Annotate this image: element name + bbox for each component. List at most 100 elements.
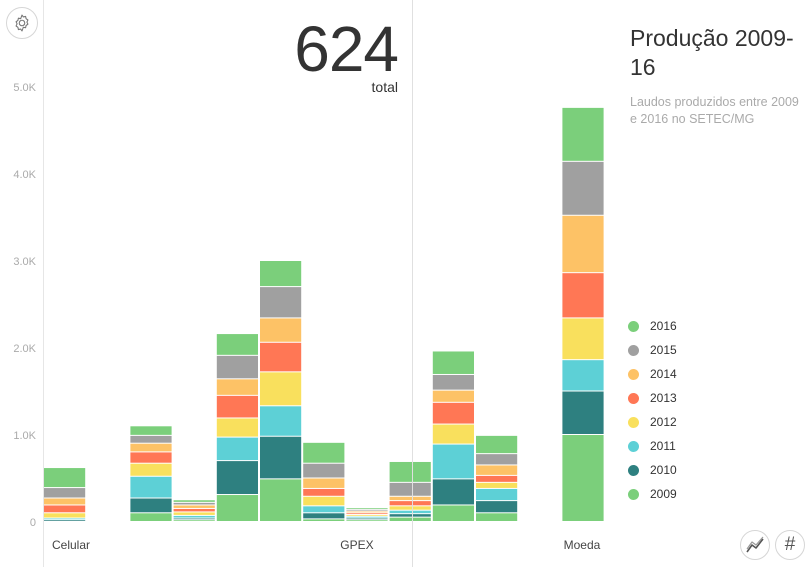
- bar-9-2012[interactable]: [476, 482, 518, 488]
- bar-7-2009[interactable]: [389, 517, 431, 521]
- bar-1-2016[interactable]: [130, 426, 172, 435]
- bar-1-2011[interactable]: [130, 476, 172, 498]
- legend-item-2011[interactable]: 2011: [628, 434, 677, 458]
- bar-3-2009[interactable]: [216, 495, 258, 521]
- bar-3-2012[interactable]: [216, 418, 258, 437]
- bar-2-2010[interactable]: [173, 518, 215, 520]
- legend-item-2015[interactable]: 2015: [628, 338, 677, 362]
- bar-2-2014[interactable]: [173, 505, 215, 508]
- bar-0-2015[interactable]: [44, 488, 86, 498]
- bar-3-2015[interactable]: [216, 355, 258, 379]
- bar-5-2010[interactable]: [303, 513, 345, 519]
- bar-9-2015[interactable]: [476, 454, 518, 465]
- bar-1-2012[interactable]: [130, 463, 172, 476]
- bar-0-2010[interactable]: [44, 520, 86, 521]
- bar-3-2010[interactable]: [216, 461, 258, 495]
- bar-0-2013[interactable]: [44, 505, 86, 513]
- legend-item-2016[interactable]: 2016: [628, 314, 677, 338]
- bar-6-2016[interactable]: [346, 508, 388, 509]
- bar-7-2013[interactable]: [389, 501, 431, 506]
- bar-3-2014[interactable]: [216, 379, 258, 395]
- bar-2-2009[interactable]: [173, 520, 215, 521]
- bar-3-2013[interactable]: [216, 395, 258, 418]
- bar-3-2016[interactable]: [216, 334, 258, 355]
- bar-2-2013[interactable]: [173, 508, 215, 512]
- bar-8-2012[interactable]: [432, 424, 474, 444]
- bar-8-2013[interactable]: [432, 402, 474, 424]
- bar-8-2014[interactable]: [432, 390, 474, 402]
- bar-9-2011[interactable]: [476, 488, 518, 501]
- bar-10-2015[interactable]: [562, 161, 604, 215]
- bar-1-2015[interactable]: [130, 435, 172, 443]
- legend-item-2014[interactable]: 2014: [628, 362, 677, 386]
- bar-0-2016[interactable]: [44, 468, 86, 488]
- bar-4-2014[interactable]: [260, 318, 302, 342]
- legend-item-2009[interactable]: 2009: [628, 482, 677, 506]
- bar-4-2011[interactable]: [260, 406, 302, 436]
- bar-10-2011[interactable]: [562, 360, 604, 391]
- bar-8-2009[interactable]: [432, 505, 474, 521]
- bar-0-2011[interactable]: [44, 518, 86, 520]
- bar-10-2012[interactable]: [562, 318, 604, 360]
- bar-1-2009[interactable]: [130, 513, 172, 521]
- bar-4-2010[interactable]: [260, 436, 302, 479]
- bar-1-2014[interactable]: [130, 443, 172, 452]
- bar-8-2010[interactable]: [432, 479, 474, 505]
- bar-7-2011[interactable]: [389, 510, 431, 514]
- bar-1-2010[interactable]: [130, 498, 172, 513]
- bar-0-2014[interactable]: [44, 498, 86, 505]
- bar-2-2011[interactable]: [173, 515, 215, 518]
- bar-5-2009[interactable]: [303, 519, 345, 521]
- bars: [44, 107, 604, 521]
- bar-4-2009[interactable]: [260, 479, 302, 521]
- bar-10-2016[interactable]: [562, 107, 604, 161]
- bar-4-2015[interactable]: [260, 287, 302, 318]
- legend-item-2013[interactable]: 2013: [628, 386, 677, 410]
- bar-9-2013[interactable]: [476, 475, 518, 482]
- line-chart-toggle-button[interactable]: [740, 530, 770, 560]
- bar-6-2010[interactable]: [346, 518, 388, 520]
- bar-1-2013[interactable]: [130, 452, 172, 463]
- bar-6-2013[interactable]: [346, 513, 388, 515]
- bar-6-2009[interactable]: [346, 520, 388, 521]
- bar-7-2015[interactable]: [389, 482, 431, 496]
- bar-6-2011[interactable]: [346, 516, 388, 518]
- bar-9-2009[interactable]: [476, 513, 518, 521]
- bar-10-2009[interactable]: [562, 435, 604, 521]
- bar-6-2014[interactable]: [346, 511, 388, 513]
- bar-4-2012[interactable]: [260, 372, 302, 406]
- bar-5-2016[interactable]: [303, 442, 345, 463]
- bar-2-2016[interactable]: [173, 500, 215, 502]
- bar-7-2016[interactable]: [389, 461, 431, 482]
- settings-button[interactable]: [6, 7, 38, 39]
- bar-5-2012[interactable]: [303, 496, 345, 506]
- number-format-button[interactable]: #: [775, 530, 805, 560]
- bar-5-2011[interactable]: [303, 506, 345, 513]
- chart-subtitle: Laudos produzidos entre 2009 e 2016 no S…: [630, 95, 799, 126]
- bar-9-2014[interactable]: [476, 465, 518, 475]
- bar-9-2016[interactable]: [476, 435, 518, 454]
- bar-6-2015[interactable]: [346, 509, 388, 511]
- bar-10-2010[interactable]: [562, 391, 604, 435]
- bar-8-2015[interactable]: [432, 374, 474, 390]
- bar-7-2012[interactable]: [389, 506, 431, 510]
- bar-5-2015[interactable]: [303, 463, 345, 478]
- bar-10-2014[interactable]: [562, 215, 604, 273]
- legend-item-2012[interactable]: 2012: [628, 410, 677, 434]
- legend-item-2010[interactable]: 2010: [628, 458, 677, 482]
- bar-5-2014[interactable]: [303, 478, 345, 488]
- bar-7-2014[interactable]: [389, 496, 431, 501]
- bar-8-2016[interactable]: [432, 351, 474, 374]
- bar-4-2016[interactable]: [260, 261, 302, 287]
- bar-6-2012[interactable]: [346, 515, 388, 516]
- bar-2-2015[interactable]: [173, 502, 215, 505]
- bar-10-2013[interactable]: [562, 273, 604, 318]
- bar-8-2011[interactable]: [432, 444, 474, 479]
- bar-5-2013[interactable]: [303, 488, 345, 496]
- bar-3-2011[interactable]: [216, 437, 258, 461]
- bar-9-2010[interactable]: [476, 501, 518, 513]
- bar-4-2013[interactable]: [260, 342, 302, 372]
- bar-7-2010[interactable]: [389, 514, 431, 517]
- bar-0-2012[interactable]: [44, 513, 86, 518]
- bar-2-2012[interactable]: [173, 512, 215, 515]
